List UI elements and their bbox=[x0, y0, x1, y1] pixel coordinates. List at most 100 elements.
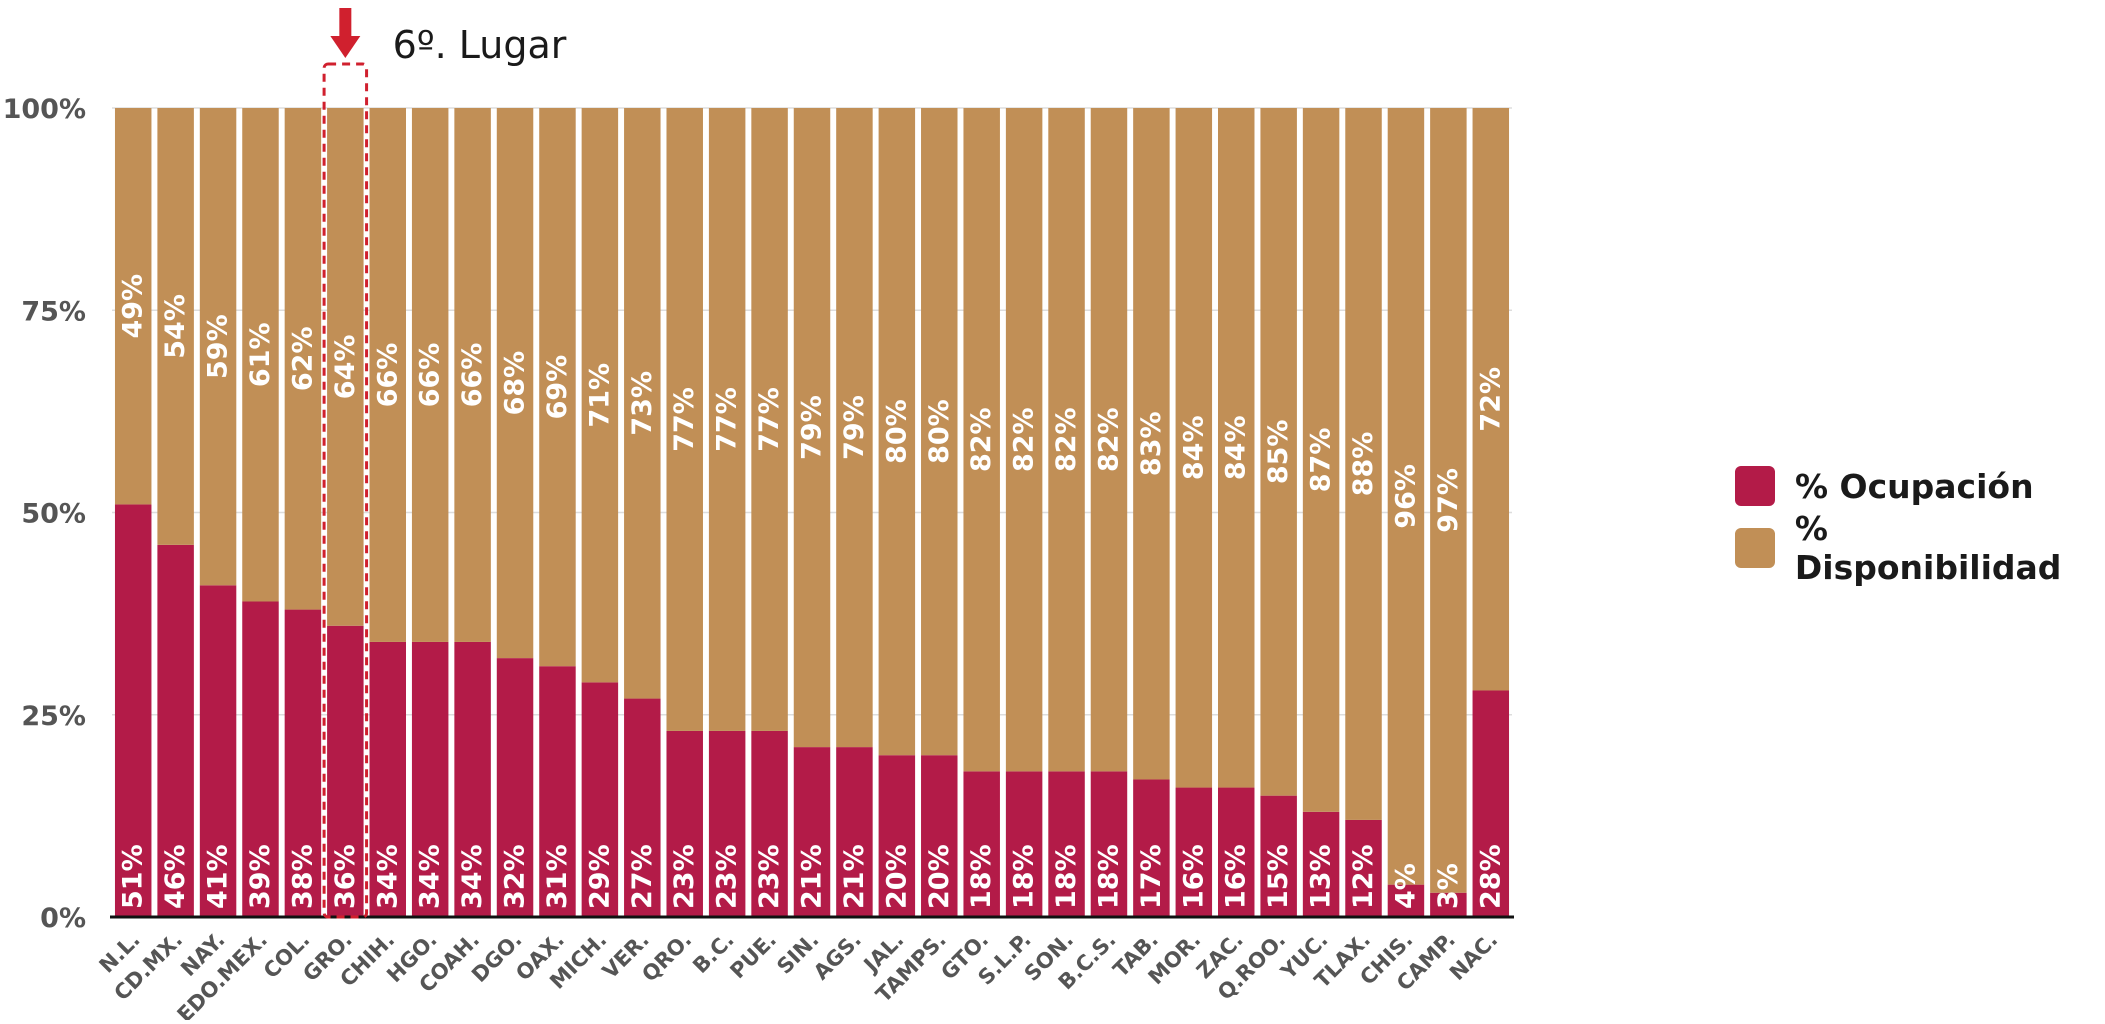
data-label-disponibilidad: 49% bbox=[118, 274, 149, 339]
data-label-disponibilidad: 61% bbox=[245, 322, 276, 387]
data-label-disponibilidad: 84% bbox=[1178, 415, 1209, 480]
bar-ocupacion bbox=[878, 755, 916, 917]
bar-ocupacion bbox=[454, 641, 491, 917]
data-label-disponibilidad: 79% bbox=[797, 395, 828, 460]
bar-ocupacion bbox=[1472, 690, 1510, 917]
data-label-disponibilidad: 82% bbox=[1051, 407, 1082, 472]
legend: % Ocupación % Disponibilidad bbox=[1735, 455, 2105, 587]
bar-disponibilidad bbox=[581, 108, 619, 683]
bar-disponibilidad bbox=[1345, 108, 1382, 820]
bar-ocupacion bbox=[751, 730, 788, 917]
bar-ocupacion bbox=[1133, 779, 1170, 917]
data-label-ocupacion: 28% bbox=[1475, 844, 1506, 909]
bar-ocupacion bbox=[1302, 811, 1340, 917]
annotation-label: 6º. Lugar bbox=[393, 23, 567, 67]
data-label-ocupacion: 15% bbox=[1263, 844, 1294, 909]
data-label-ocupacion: 38% bbox=[287, 844, 318, 909]
data-label-ocupacion: 39% bbox=[245, 844, 276, 909]
data-label-disponibilidad: 83% bbox=[1136, 411, 1167, 476]
bar-ocupacion bbox=[369, 641, 406, 917]
data-label-disponibilidad: 71% bbox=[584, 363, 615, 428]
bar-ocupacion bbox=[242, 601, 279, 917]
bar-ocupacion bbox=[496, 658, 534, 917]
x-tick-label: AGS. bbox=[809, 928, 866, 985]
bar-ocupacion bbox=[1005, 771, 1043, 917]
data-label-disponibilidad: 73% bbox=[627, 371, 658, 436]
data-label-ocupacion: 17% bbox=[1136, 844, 1167, 909]
data-label-disponibilidad: 77% bbox=[669, 387, 700, 452]
bar-disponibilidad bbox=[1430, 108, 1467, 893]
highlight-box bbox=[322, 62, 369, 919]
data-label-ocupacion: 32% bbox=[500, 844, 531, 909]
bar-disponibilidad bbox=[539, 108, 576, 667]
data-label-disponibilidad: 66% bbox=[415, 343, 446, 408]
bar-disponibilidad bbox=[666, 108, 703, 731]
y-tick-label: 100% bbox=[3, 94, 86, 125]
bar-ocupacion bbox=[1048, 771, 1085, 917]
data-label-disponibilidad: 59% bbox=[203, 314, 234, 379]
bar-ocupacion bbox=[581, 682, 619, 917]
bar-disponibilidad bbox=[1218, 108, 1255, 788]
bar-group: 34%66%HGO. bbox=[382, 108, 449, 987]
bar-ocupacion bbox=[1090, 771, 1128, 917]
bar-disponibilidad bbox=[1133, 108, 1170, 780]
data-label-ocupacion: 34% bbox=[415, 844, 446, 909]
data-label-ocupacion: 23% bbox=[669, 844, 700, 909]
data-label-disponibilidad: 66% bbox=[372, 343, 403, 408]
bar-disponibilidad bbox=[114, 108, 152, 505]
data-label-ocupacion: 18% bbox=[966, 844, 997, 909]
legend-swatch-disponibilidad bbox=[1735, 528, 1775, 568]
data-label-ocupacion: 21% bbox=[839, 844, 870, 909]
bar-group: 12%88%TLAX. bbox=[1310, 108, 1382, 993]
data-label-disponibilidad: 69% bbox=[542, 355, 573, 420]
bar-ocupacion bbox=[624, 698, 661, 917]
arrow-head bbox=[330, 36, 361, 58]
bar-disponibilidad bbox=[199, 108, 237, 586]
bar-disponibilidad bbox=[1090, 108, 1128, 772]
data-label-ocupacion: 4% bbox=[1390, 863, 1421, 909]
bar-disponibilidad bbox=[242, 108, 279, 602]
bar-ocupacion bbox=[836, 747, 873, 917]
data-label-ocupacion: 18% bbox=[1009, 844, 1040, 909]
y-tick-label: 25% bbox=[21, 701, 86, 732]
data-label-disponibilidad: 77% bbox=[754, 387, 785, 452]
bar-group: 28% 72% NAC. bbox=[1445, 108, 1510, 985]
bar-group: 32%68%DGO. bbox=[467, 108, 534, 987]
legend-label-ocupacion: % Ocupación bbox=[1795, 466, 2034, 506]
legend-label-disponibilidad: % Disponibilidad bbox=[1794, 509, 2062, 587]
bar-disponibilidad bbox=[411, 108, 449, 642]
bar-ocupacion bbox=[411, 641, 449, 917]
bar-disponibilidad bbox=[1260, 108, 1297, 796]
data-label-ocupacion: 21% bbox=[797, 844, 828, 909]
bar-group: 23% 77% QRO. bbox=[637, 108, 703, 987]
bar-group: 17%83%TAB. bbox=[1109, 108, 1170, 982]
bar-disponibilidad bbox=[496, 108, 534, 659]
bar-group: 15%85%Q.ROO. bbox=[1213, 108, 1297, 1005]
data-label-ocupacion: 16% bbox=[1221, 844, 1252, 909]
bar-disponibilidad bbox=[1302, 108, 1340, 812]
bar-disponibilidad bbox=[454, 108, 491, 642]
bar-ocupacion bbox=[666, 730, 703, 917]
data-label-ocupacion: 13% bbox=[1306, 844, 1337, 909]
data-label-disponibilidad: 96% bbox=[1390, 464, 1421, 529]
data-label-disponibilidad: 87% bbox=[1306, 428, 1337, 493]
bar-ocupacion bbox=[539, 666, 576, 917]
bar-group: 41%59%NAY. bbox=[176, 108, 237, 981]
data-label-ocupacion: 18% bbox=[1093, 844, 1124, 909]
data-label-ocupacion: 23% bbox=[754, 844, 785, 909]
data-label-disponibilidad: 62% bbox=[287, 326, 318, 391]
data-label-disponibilidad: 79% bbox=[839, 395, 870, 460]
bar-disponibilidad bbox=[624, 108, 661, 699]
arrow-shaft bbox=[339, 8, 352, 40]
bar-ocupacion bbox=[708, 730, 746, 917]
bar-disponibilidad bbox=[1005, 108, 1043, 772]
bar-disponibilidad bbox=[1048, 108, 1085, 772]
bar-ocupacion bbox=[284, 609, 322, 917]
data-label-disponibilidad: 54% bbox=[160, 294, 191, 359]
data-label-disponibilidad: 82% bbox=[1093, 407, 1124, 472]
data-label-ocupacion: 31% bbox=[542, 844, 573, 909]
data-label-ocupacion: 29% bbox=[584, 844, 615, 909]
y-tick-label: 0% bbox=[40, 903, 86, 934]
bar-ocupacion bbox=[963, 771, 1000, 917]
bar-disponibilidad bbox=[1387, 108, 1425, 885]
